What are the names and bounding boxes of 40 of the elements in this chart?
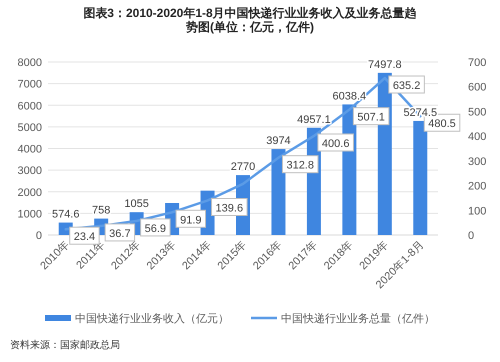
data-label: 758 — [92, 204, 110, 217]
bar — [413, 120, 428, 235]
data-label: 312.8 — [286, 160, 314, 172]
y2-tick-label: 500 — [468, 106, 486, 118]
legend-label: 中国快递行业业务收入（亿元） — [75, 312, 229, 325]
data-label: 480.5 — [428, 118, 456, 130]
data-label: 91.9 — [180, 214, 202, 226]
y-tick-label: 3000 — [18, 165, 42, 178]
legend-label: 中国快递行业业务总量（亿件） — [281, 312, 435, 325]
data-label: 36.7 — [109, 228, 131, 240]
text: 资料来源：国家邮政总局 — [10, 339, 120, 351]
data-label: 56.9 — [144, 222, 166, 235]
y2-tick-label: 600 — [468, 82, 486, 94]
data-label: 4957.1 — [297, 114, 331, 126]
data-label: 400.6 — [322, 138, 350, 150]
y2-tick-label: 100 — [468, 205, 486, 218]
data-label: 23.4 — [74, 231, 96, 244]
data-label: 635.2 — [392, 80, 420, 92]
y-tick-label: 7000 — [18, 78, 42, 91]
chart-title: 图表3：2010-2020年1-8月中国快递行业业务收入及业务总量趋势图(单位：亿元，亿件) — [82, 6, 418, 34]
y-tick-label: 1000 — [18, 208, 42, 220]
bar — [271, 149, 286, 235]
data-label: 507.1 — [357, 112, 385, 124]
data-label: 139.6 — [216, 202, 244, 214]
y-tick-label: 8000 — [18, 57, 42, 69]
y-tick-label: 2000 — [18, 186, 42, 199]
y2-tick-label: 200 — [468, 180, 486, 193]
y-tick-label: 4000 — [18, 144, 42, 156]
y2-tick-label: 300 — [468, 156, 486, 168]
data-label: 3974 — [266, 135, 291, 148]
y2-tick-label: 400 — [468, 131, 486, 144]
y-tick-label: 5000 — [18, 122, 42, 134]
data-label: 574.6 — [52, 208, 80, 221]
data-label: 2770 — [230, 161, 256, 174]
y2-tick-label: 700 — [468, 57, 486, 69]
data-label: 7497.8 — [368, 58, 402, 71]
y2-tick-label: 0 — [468, 230, 474, 242]
data-label: 1055 — [124, 198, 149, 210]
y-tick-label: 0 — [36, 230, 42, 242]
y-tick-label: 6000 — [18, 100, 42, 112]
